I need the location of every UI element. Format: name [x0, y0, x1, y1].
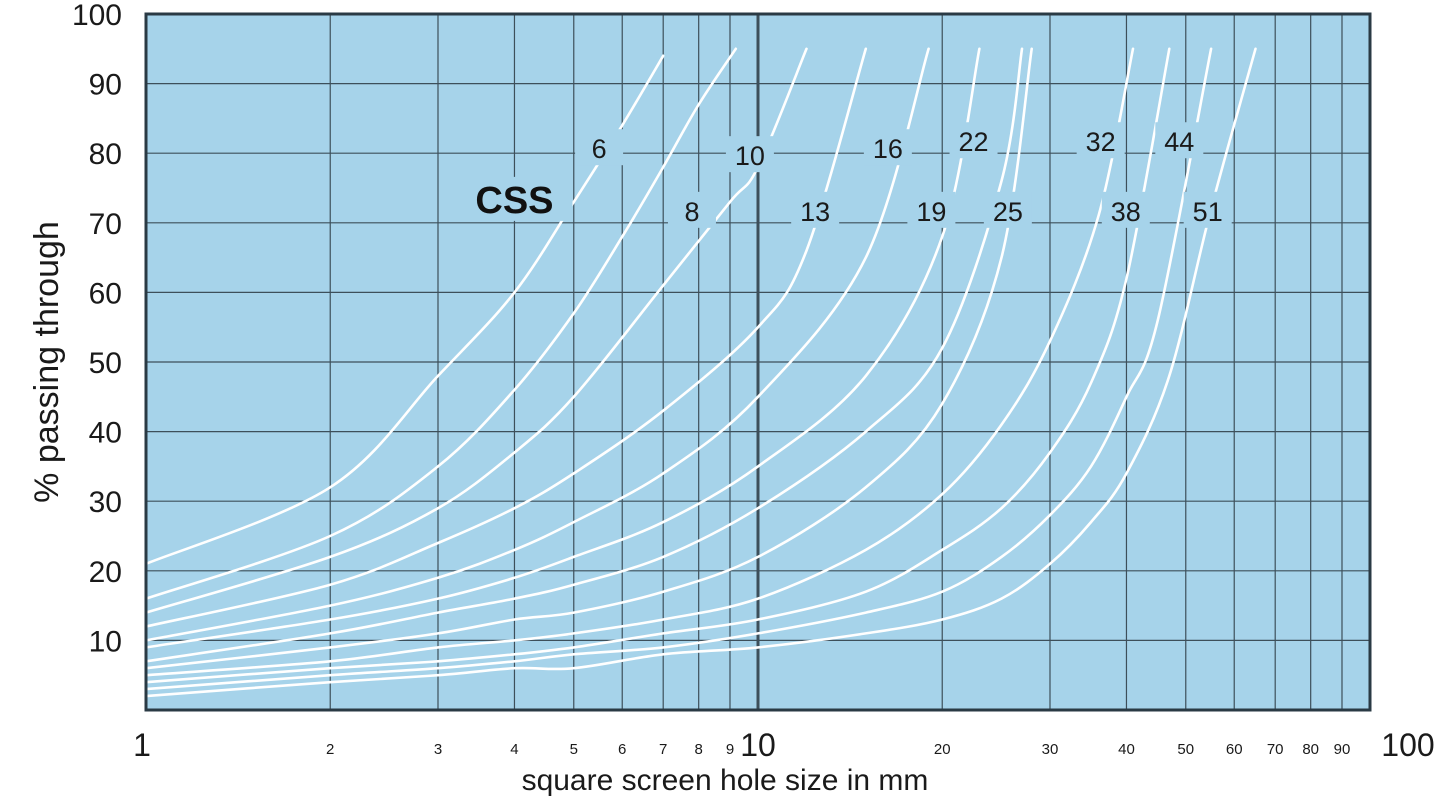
x-tick-label: 10 [740, 727, 776, 763]
curve-label-bg [1183, 191, 1232, 228]
curve-label-bg [791, 191, 840, 228]
x-tick-label: 90 [1334, 741, 1351, 758]
curve-label-32: 32 [1086, 127, 1116, 157]
curve-label-bg [1101, 191, 1150, 228]
curve-label-bg [863, 129, 912, 166]
y-tick-label: 100 [72, 0, 122, 32]
x-tick-label: 30 [1042, 741, 1059, 758]
y-tick-label: 20 [89, 556, 122, 589]
curve-label-13: 13 [800, 197, 830, 227]
y-tick-label: 80 [89, 138, 122, 171]
x-tick-label: 50 [1177, 741, 1194, 758]
x-tick-label: 20 [934, 741, 951, 758]
curve-css-38 [144, 47, 1171, 684]
x-tick-label: 5 [570, 741, 578, 758]
curve-css-13 [144, 47, 868, 628]
curve-label-bg [667, 191, 716, 228]
curve-label-10: 10 [735, 141, 765, 171]
x-tick-label: 60 [1226, 741, 1243, 758]
curve-label-bg [949, 122, 998, 159]
y-tick-labels: 10 20 30 40 50 60 70 80 90 100 [72, 0, 122, 658]
x-tick-label: 2 [326, 741, 334, 758]
curve-label-19: 19 [916, 197, 946, 227]
x-tick-label: 1 [133, 727, 151, 763]
curve-css-19 [144, 47, 981, 649]
curve-label-bg [1076, 122, 1125, 159]
y-tick-label: 30 [89, 486, 122, 519]
curve-label-38: 38 [1111, 197, 1141, 227]
css-group-label: CSS [475, 180, 553, 222]
curve-css-51 [144, 47, 1257, 698]
y-tick-label: 50 [89, 347, 122, 380]
curve-css-8 [144, 47, 738, 600]
x-tick-label: 8 [695, 741, 703, 758]
x-tick-label: 100 [1381, 727, 1434, 763]
curve-css-22 [144, 47, 1024, 663]
x-tick-label: 9 [726, 741, 734, 758]
x-tick-label: 4 [510, 741, 518, 758]
curve-label-51: 51 [1193, 197, 1223, 227]
curve-label-25: 25 [993, 197, 1023, 227]
curve-label-bg [983, 191, 1032, 228]
x-tick-labels: 1 2 3 4 5 6 7 8 9 10 20 30 40 50 60 70 80 90 100 [133, 727, 1435, 763]
curve-label-6: 6 [592, 134, 607, 164]
y-axis-title: % passing through [28, 221, 66, 503]
y-tick-label: 40 [89, 417, 122, 450]
curve-css-32 [144, 47, 1135, 677]
curve-label-22: 22 [959, 127, 989, 157]
curve-label-8: 8 [684, 197, 699, 227]
curve-label-bg [725, 136, 774, 173]
curves [144, 47, 1257, 698]
x-tick-label: 6 [618, 741, 626, 758]
curve-css-10 [144, 47, 808, 614]
curve-label-16: 16 [873, 134, 903, 164]
css-label-bg [456, 176, 573, 221]
plot-frame [144, 12, 1372, 712]
curve-label-44: 44 [1164, 127, 1194, 157]
x-tick-label: 7 [659, 741, 667, 758]
curve-css-25 [144, 47, 1033, 670]
y-tick-label: 70 [89, 208, 122, 241]
curve-label-bg [907, 191, 956, 228]
x-tick-label: 70 [1267, 741, 1284, 758]
y-tick-label: 60 [89, 277, 122, 310]
x-tick-label: 40 [1118, 741, 1135, 758]
curve-css-16 [144, 47, 930, 642]
curve-css-44 [144, 47, 1213, 691]
y-tick-label: 10 [89, 625, 122, 658]
curve-labels: 6 8 10 13 16 19 22 25 32 38 44 51 CSS [456, 122, 1232, 228]
x-tick-label: 80 [1302, 741, 1319, 758]
x-tick-label: 3 [434, 741, 442, 758]
x-axis-title: square screen hole size in mm [522, 764, 929, 797]
y-tick-label: 90 [89, 69, 122, 102]
curve-label-bg [575, 129, 624, 166]
grid [146, 14, 1370, 710]
curve-label-bg [1155, 122, 1204, 159]
